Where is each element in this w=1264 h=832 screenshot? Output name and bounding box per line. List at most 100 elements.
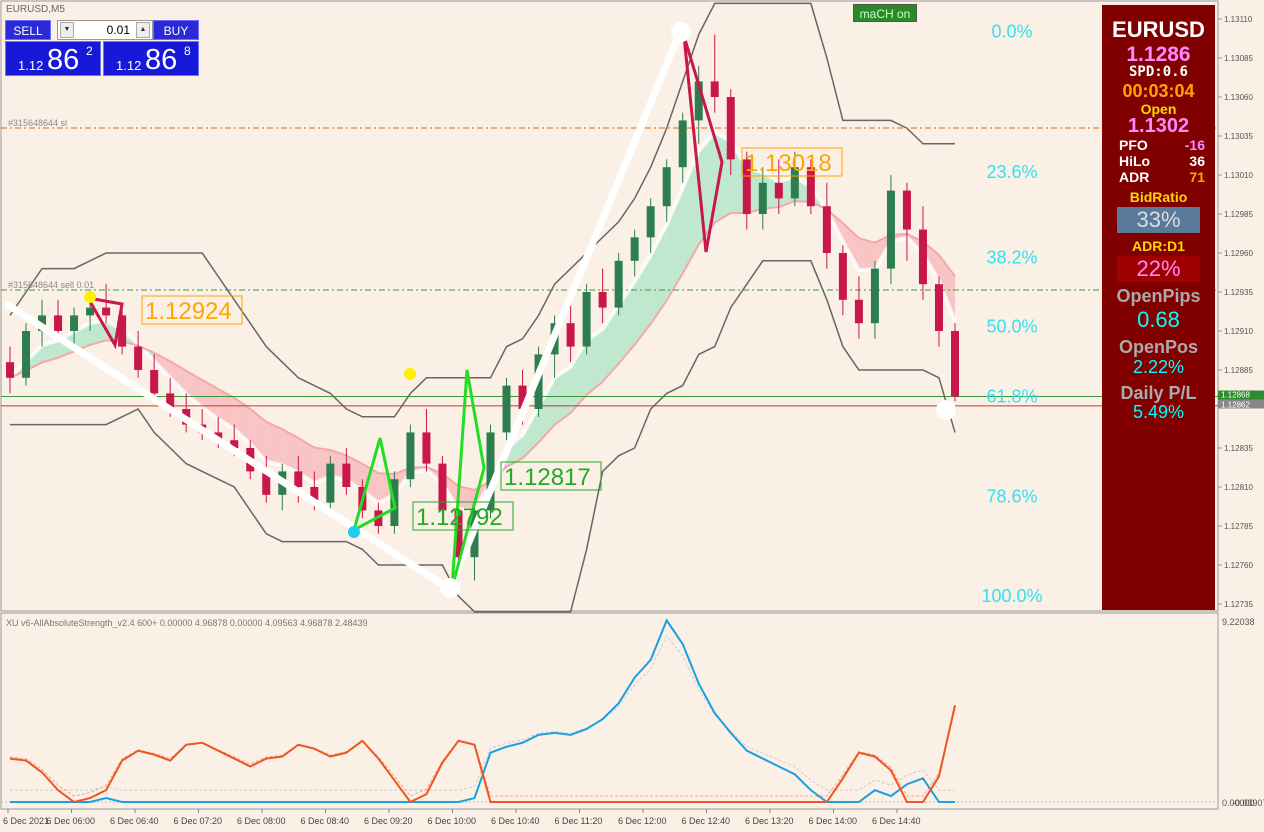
price-label-text: 1.12817	[504, 464, 591, 491]
price-label-box	[500, 461, 602, 491]
candle	[806, 159, 815, 214]
indicator-axis-top: 9.22038	[1222, 617, 1255, 627]
white-dot	[936, 400, 956, 420]
main-window-frame	[0, 0, 1219, 612]
candle	[486, 424, 495, 519]
ma-cloud-segment	[794, 176, 811, 202]
price-axis: 1.13110 1.13085 1.13060 1.13035 1.13010 1.129…	[1218, 15, 1264, 609]
price-axis-label: 1.12835	[1224, 444, 1253, 453]
ma-cloud-segment	[218, 389, 235, 430]
candle	[118, 307, 127, 355]
red-triangle-top	[682, 35, 724, 253]
candle	[758, 167, 767, 230]
candle	[646, 198, 655, 253]
candle	[406, 424, 415, 487]
candle-body	[342, 463, 351, 487]
candle-body	[406, 432, 415, 480]
indicator-axis-bottom-2: -0.03907	[1232, 798, 1264, 808]
channel-lower-band	[10, 260, 956, 613]
candle-body	[598, 292, 607, 308]
ma-cloud-segment	[282, 429, 299, 473]
candle-body	[726, 97, 735, 160]
candle	[694, 65, 703, 144]
candle-body	[86, 307, 95, 316]
sell-quote[interactable]: 1.12 86 2	[5, 41, 101, 76]
price-axis-label: 1.13060	[1224, 93, 1253, 102]
indicator-red-line	[9, 705, 956, 804]
white-dot	[440, 578, 460, 598]
ma-cloud-segment	[266, 421, 283, 466]
candle	[262, 455, 271, 503]
candle-body	[134, 346, 143, 370]
horizontal-lines: 0.0% 23.6% 38.2% 50.0% 61.8% 78.6% 100.0%	[1, 21, 1218, 606]
candle	[326, 455, 335, 511]
sl-order-label: #315648644 sl	[8, 118, 67, 128]
ma-cloud-segment	[298, 437, 315, 484]
candle-body	[822, 206, 831, 253]
hilo-label: HiLo	[1119, 153, 1151, 169]
indicator-red-signal-line	[9, 708, 956, 797]
sell-button[interactable]: SELL	[5, 20, 51, 40]
price-axis-label: 1.13035	[1224, 132, 1253, 141]
price-tag-green-label: 1.12868	[1221, 391, 1250, 400]
buy-quote[interactable]: 1.12 86 8	[103, 41, 199, 76]
candle-body	[870, 268, 879, 324]
panel-price: 1.1286	[1126, 43, 1191, 66]
candle-body	[694, 81, 703, 121]
time-axis-label: 6 Dec 14:40	[872, 816, 921, 826]
ma-cloud-segment	[458, 486, 475, 510]
mach-toggle-button[interactable]: maCH on	[853, 4, 917, 22]
candle	[70, 307, 79, 347]
lot-size-input[interactable]: ▼ 0.01 ▲	[57, 20, 153, 40]
red-triangle-left	[85, 295, 124, 350]
candle-body	[902, 190, 911, 230]
candle	[710, 34, 719, 113]
fib-level-label: 78.6%	[986, 486, 1037, 506]
price-axis-label: 1.13085	[1224, 54, 1253, 63]
candle-body	[438, 463, 447, 511]
time-axis-label: 6 Dec 10:40	[491, 816, 540, 826]
price-axis-label: 1.12810	[1224, 483, 1253, 492]
lot-decrease-icon[interactable]: ▼	[60, 22, 74, 38]
candle	[742, 151, 751, 230]
hilo-value: 36	[1189, 153, 1205, 169]
ma-cloud-segment	[90, 320, 107, 345]
sell-quote-fraction: 2	[86, 44, 93, 58]
price-axis-label: 1.12760	[1224, 561, 1253, 570]
candle	[134, 331, 143, 378]
time-axis-label: 6 Dec 13:20	[745, 816, 794, 826]
candle	[902, 182, 911, 261]
fib-level-label: 23.6%	[986, 162, 1037, 182]
ma-clouds	[8, 129, 957, 512]
candle	[790, 151, 799, 207]
price-axis-label: 1.12885	[1224, 366, 1253, 375]
buy-quote-prefix: 1.12	[116, 58, 142, 73]
ma-cloud-segment	[506, 434, 523, 467]
indicator-window-frame	[0, 612, 1219, 810]
candle	[838, 245, 847, 316]
candle-body	[502, 385, 511, 433]
buy-button[interactable]: BUY	[153, 20, 199, 40]
time-axis-label: 6 Dec 06:00	[47, 816, 96, 826]
price-axis-label: 1.12960	[1224, 249, 1253, 258]
price-tag-gray	[1218, 399, 1264, 409]
candle	[854, 276, 863, 339]
price-axis-label: 1.13010	[1224, 171, 1253, 180]
panel-open-value: 1.1302	[1127, 115, 1190, 137]
sell-order-label: #315648644 sell 0.01	[8, 280, 94, 290]
panel-bidratio-value: 33%	[1117, 207, 1200, 233]
lot-increase-icon[interactable]: ▲	[136, 22, 150, 38]
ma-cloud-segment	[538, 377, 555, 443]
ma-cloud-segment	[250, 408, 267, 462]
candle-body	[934, 284, 943, 331]
price-tag-green	[1218, 390, 1264, 400]
panel-dailypl-label: Daily P/L	[1120, 383, 1197, 403]
candle	[951, 323, 959, 402]
candle	[598, 268, 607, 324]
time-axis-label: 6 Dec 12:00	[618, 816, 667, 826]
candle-body	[454, 510, 463, 558]
panel-hilo: HiLo 36	[1119, 153, 1205, 169]
trend-line-down	[4, 301, 452, 592]
